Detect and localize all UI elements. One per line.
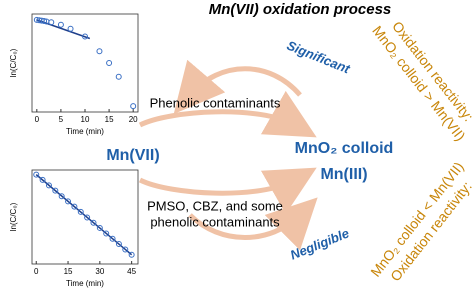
data-point [67, 25, 74, 32]
x-axis-label: Time (min) [66, 279, 104, 288]
x-tick-label: 5 [59, 115, 64, 124]
label: PMSO, CBZ, and some [147, 198, 283, 213]
label: Mn(III) [320, 166, 367, 183]
data-point [82, 33, 88, 40]
data-point [103, 230, 110, 237]
plot-frame [31, 169, 139, 265]
x-tick-label: 30 [95, 267, 104, 276]
x-tick-label: 20 [129, 115, 138, 124]
arrow [173, 59, 302, 114]
data-point [106, 60, 113, 66]
data-point [57, 21, 64, 28]
data-point [130, 103, 137, 110]
data-point [41, 18, 48, 25]
x-tick-label: 15 [64, 267, 73, 276]
data-point [48, 19, 55, 26]
data-point [109, 235, 116, 242]
data-point [71, 203, 78, 210]
arrow [138, 167, 317, 215]
x-tick-label: 10 [81, 115, 90, 124]
data-point [45, 182, 52, 189]
label: Significant [285, 38, 353, 77]
arrow [138, 90, 317, 138]
label: phenolic contaminants [150, 214, 280, 229]
data-point [33, 171, 40, 178]
arrow [188, 197, 318, 251]
data-point [115, 240, 122, 247]
label: Mn(VII) [106, 147, 159, 164]
label: MnO₂ colloid [295, 140, 394, 157]
data-point [52, 187, 59, 194]
title: Mn(VII) oxidation process [209, 1, 392, 18]
data-point [122, 246, 129, 253]
fit-line [35, 174, 133, 256]
x-axis-label: Time (min) [66, 127, 104, 136]
data-point [115, 73, 122, 80]
plot-frame [31, 13, 139, 113]
label: Phenolic contaminants [150, 95, 281, 110]
data-point [39, 176, 46, 183]
data-point [96, 224, 103, 231]
data-point [96, 48, 103, 55]
data-point [65, 198, 72, 205]
data-point [90, 219, 97, 226]
data-point [58, 193, 65, 200]
data-point [77, 208, 84, 215]
data-point [84, 214, 91, 221]
y-axis-label: ln(C/C₀) [9, 202, 18, 231]
y-axis-label: ln(C/C₀) [9, 48, 18, 77]
x-tick-label: 15 [105, 115, 114, 124]
x-tick-label: 0 [34, 267, 39, 276]
data-point [128, 251, 135, 258]
x-tick-label: 0 [35, 115, 40, 124]
x-tick-label: 45 [127, 267, 136, 276]
label: Negligible [288, 225, 351, 262]
